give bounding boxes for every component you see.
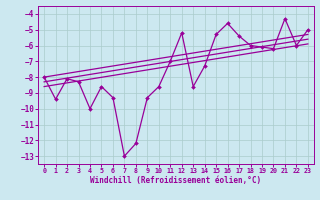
X-axis label: Windchill (Refroidissement éolien,°C): Windchill (Refroidissement éolien,°C): [91, 176, 261, 185]
